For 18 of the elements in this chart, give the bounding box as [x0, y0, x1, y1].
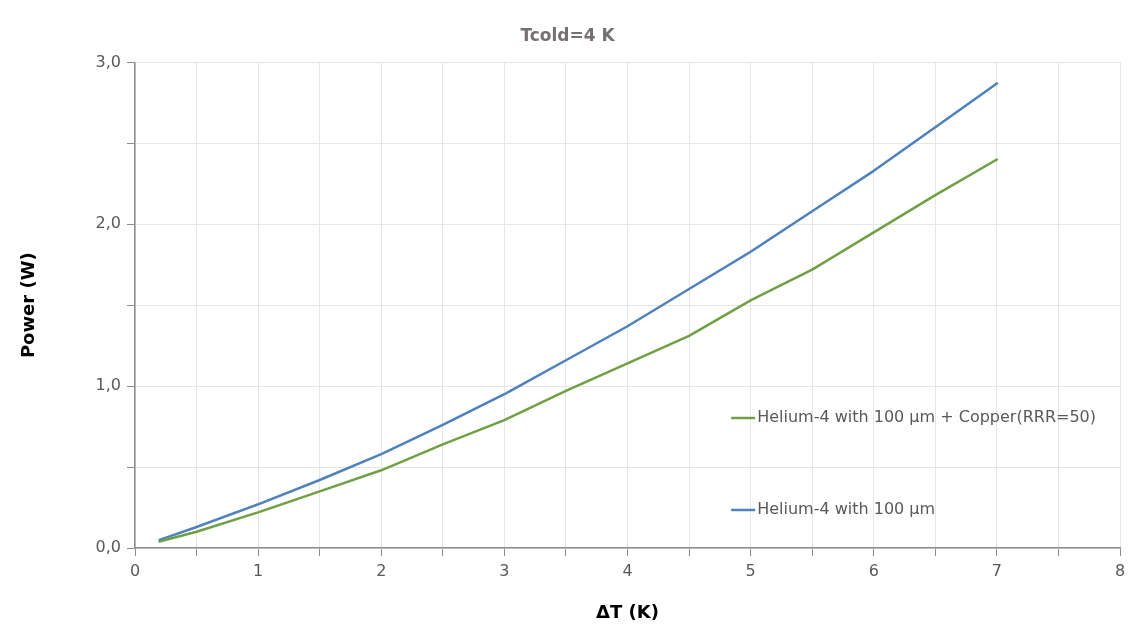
- x-tick-label: 5: [745, 560, 756, 580]
- x-tick-label: 3: [499, 560, 510, 580]
- x-axis-title: ΔT (K): [596, 600, 659, 622]
- x-tick-label: 8: [1114, 560, 1126, 580]
- legend-label: Helium-4 with 100 µm + Copper(RRR=50): [757, 407, 1096, 427]
- x-tick-label: 6: [868, 560, 879, 580]
- x-tick-label: 4: [622, 560, 633, 580]
- x-tick-label: 7: [991, 560, 1002, 580]
- y-tick-label: 0,0: [95, 537, 121, 557]
- y-tick-label: 1,0: [95, 375, 121, 395]
- chart-title: Tcold=4 K: [520, 24, 616, 45]
- legend-label: Helium-4 with 100 µm: [757, 499, 936, 519]
- y-tick-label: 2,0: [95, 213, 121, 233]
- x-tick-label: 0: [129, 560, 141, 580]
- y-tick-label: 3,0: [95, 51, 121, 71]
- x-tick-label: 1: [253, 560, 264, 580]
- x-tick-label: 2: [376, 560, 387, 580]
- y-axis-title: Power (W): [17, 252, 39, 359]
